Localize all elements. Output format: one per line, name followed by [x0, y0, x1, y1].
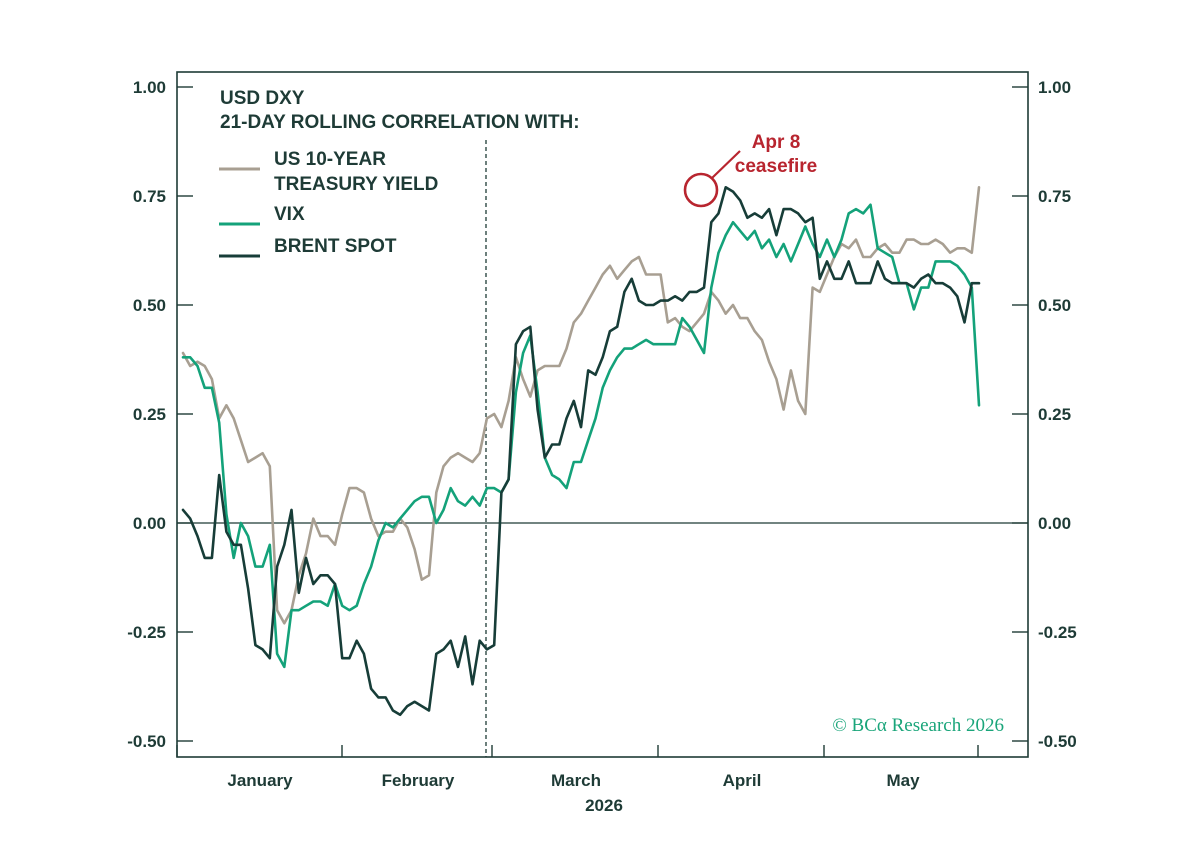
- y-tick-label-right: -0.25: [1038, 623, 1077, 642]
- y-tick-label-left: 0.00: [133, 514, 166, 533]
- y-tick-label-right: 0.50: [1038, 296, 1071, 315]
- annotation-label: ceasefire: [735, 156, 817, 177]
- year-label: 2026: [585, 796, 623, 815]
- y-tick-label-right: 0.25: [1038, 405, 1071, 424]
- series-layer: [181, 186, 981, 717]
- x-tick-label-may: May: [886, 771, 920, 790]
- y-tick-label-left: -0.50: [127, 732, 166, 751]
- series-line-brent-spot: [181, 186, 981, 717]
- y-tick-label-left: 0.75: [133, 187, 166, 206]
- axis-layer: -0.50 -0.50 -0.25 -0.25 0.00 0.00 0.25 0.25 0.50…: [127, 71, 1077, 790]
- chart-title: USD DXY: [220, 88, 305, 109]
- legend: US 10-YEAR TREASURY YIELD VIX BRENT SPOT: [219, 149, 438, 258]
- annotation-leader-line: [711, 150, 741, 179]
- y-tick-label-left: 1.00: [133, 78, 166, 97]
- series-line-us-10-year-treasury-yield: [181, 186, 981, 625]
- y-tick-label-right: -0.50: [1038, 732, 1077, 751]
- y-tick-label-left: -0.25: [127, 623, 166, 642]
- x-tick-label-january: January: [227, 771, 293, 790]
- x-tick-label-march: March: [551, 771, 601, 790]
- y-tick-label-left: 0.50: [133, 296, 166, 315]
- credit-text: © BCα Research 2026: [832, 715, 1004, 736]
- legend-label: TREASURY YIELD: [274, 174, 438, 195]
- legend-label: VIX: [274, 204, 305, 225]
- legend-label: US 10-YEAR: [274, 149, 386, 170]
- chart-subtitle: 21-DAY ROLLING CORRELATION WITH:: [220, 112, 580, 133]
- y-tick-label-right: 0.00: [1038, 514, 1071, 533]
- y-tick-label-right: 0.75: [1038, 187, 1071, 206]
- annotation-label: Apr 8: [752, 132, 801, 153]
- y-tick-label-left: 0.25: [133, 405, 166, 424]
- y-tick-label-right: 1.00: [1038, 78, 1071, 97]
- ceasefire-annotation: Apr 8 ceasefire: [683, 132, 817, 208]
- x-tick-label-february: February: [382, 771, 455, 790]
- annotation-circle: [683, 172, 719, 208]
- x-tick-label-april: April: [723, 771, 762, 790]
- legend-label: BRENT SPOT: [274, 236, 397, 257]
- series-line-vix: [181, 203, 981, 669]
